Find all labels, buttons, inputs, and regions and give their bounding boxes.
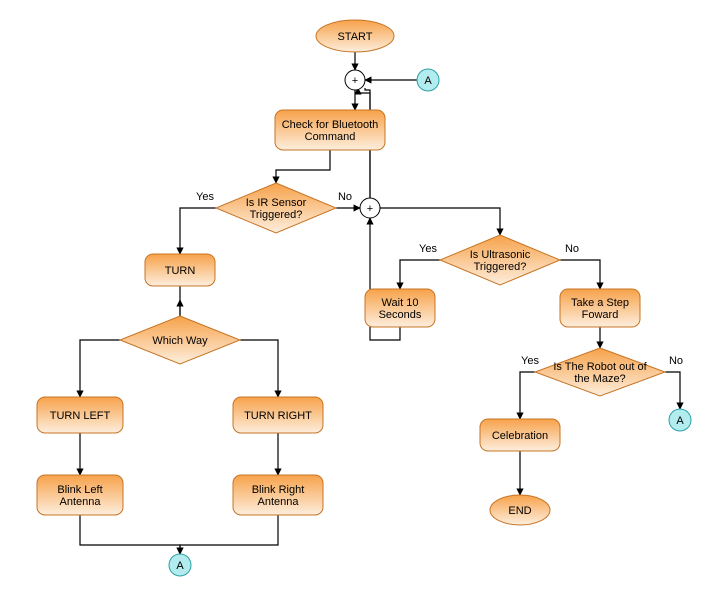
flow-edge: [560, 260, 600, 289]
edge-label: No: [338, 191, 352, 203]
flow-edge: [240, 340, 278, 397]
node-label-turn: TURN: [165, 265, 196, 277]
node-label-which_way: Which Way: [152, 335, 208, 347]
flow-edge: [520, 372, 535, 419]
node-label-blink_left: Blink LeftAntenna: [57, 484, 102, 508]
flow-edge: [80, 515, 180, 554]
flow-edge: [665, 372, 680, 409]
node-label-joinB: +: [367, 203, 373, 215]
node-label-end: END: [508, 505, 531, 517]
edge-label: No: [565, 243, 579, 255]
edge-label: Yes: [196, 191, 214, 203]
node-label-is_ir: Is IR SensorTriggered?: [246, 197, 307, 221]
node-label-start: START: [337, 31, 372, 43]
flow-edge: [180, 515, 278, 554]
node-label-conn_bot: A: [176, 560, 184, 572]
node-label-turn_left: TURN LEFT: [50, 410, 111, 422]
flow-edge: [276, 150, 330, 183]
node-label-conn_top: A: [424, 75, 432, 87]
node-label-turn_right: TURN RIGHT: [244, 410, 312, 422]
edge-label: No: [669, 355, 683, 367]
flowchart-canvas: NoYesYesNoYesNoSTART+ACheck for Bluetoot…: [0, 0, 705, 607]
node-label-wait10: Wait 10Seconds: [379, 297, 422, 321]
flow-edge: [180, 208, 216, 254]
node-label-joinA: +: [352, 75, 358, 87]
node-label-celebration: Celebration: [492, 430, 548, 442]
edge-label: Yes: [521, 355, 539, 367]
node-label-is_us: Is UltrasonicTriggered?: [470, 249, 531, 273]
node-label-conn_right: A: [676, 415, 684, 427]
flow-edge: [400, 260, 440, 289]
node-label-blink_right: Blink RightAntenna: [252, 484, 305, 508]
flow-edge: [80, 340, 120, 397]
edge-label: Yes: [419, 243, 437, 255]
flow-edge: [380, 208, 500, 235]
